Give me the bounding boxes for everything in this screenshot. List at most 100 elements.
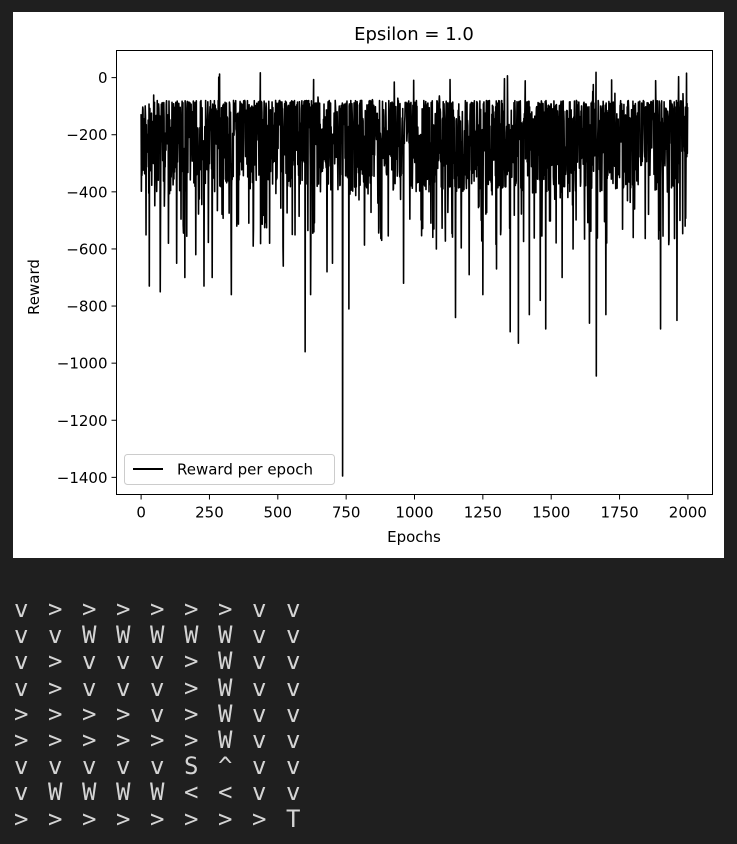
- grid-cell: v: [150, 752, 165, 781]
- grid-cell: v: [14, 673, 29, 702]
- grid-cell: v: [116, 647, 131, 676]
- grid-cell: v: [286, 778, 301, 807]
- grid-cell: v: [14, 647, 29, 676]
- grid-cell: >: [116, 804, 131, 833]
- x-tick-label: 1750: [600, 504, 638, 522]
- grid-cell: v: [150, 647, 165, 676]
- grid-cell: W: [218, 621, 233, 650]
- axes-frame: [116, 50, 713, 495]
- grid-cell: >: [150, 804, 165, 833]
- grid-row: v v v v v S ^ v v: [14, 753, 320, 779]
- grid-cell: W: [150, 778, 165, 807]
- x-tick-label: 250: [195, 504, 224, 522]
- grid-cell: v: [150, 673, 165, 702]
- grid-cell: W: [218, 725, 233, 754]
- grid-cell: W: [218, 673, 233, 702]
- grid-cell: v: [252, 595, 267, 623]
- y-tick-label: −800: [66, 298, 107, 316]
- y-tick-label: 0: [98, 69, 108, 87]
- y-tick-label: −600: [66, 240, 107, 258]
- grid-cell: >: [252, 804, 267, 833]
- grid-cell: v: [286, 621, 301, 650]
- grid-cell: v: [286, 673, 301, 702]
- y-axis-label: Reward: [25, 259, 43, 315]
- y-tick-label: −1000: [57, 355, 108, 373]
- grid-cell: >: [184, 804, 199, 833]
- legend-box: [124, 454, 335, 485]
- grid-cell: >: [48, 804, 63, 833]
- x-tick-label: 0: [136, 504, 146, 522]
- grid-cell: >: [150, 595, 165, 623]
- grid-cell: v: [252, 725, 267, 754]
- grid-cell: v: [252, 673, 267, 702]
- grid-cell: v: [286, 752, 301, 781]
- grid-cell: v: [252, 778, 267, 807]
- y-tick-label: −1400: [57, 469, 108, 487]
- grid-cell: >: [218, 804, 233, 833]
- y-tick-label: −400: [66, 183, 107, 201]
- x-axis-label: Epochs: [387, 528, 441, 546]
- plot-panel: Epsilon = 1.0 Epochs Reward 0 250 500 750 10…: [13, 12, 724, 558]
- grid-cell: v: [252, 647, 267, 676]
- grid-cell: W: [116, 621, 131, 650]
- x-tick-label: 500: [263, 504, 292, 522]
- legend: Reward per epoch: [124, 454, 335, 485]
- grid-cell: >: [82, 725, 97, 754]
- grid-cell: >: [184, 699, 199, 728]
- grid-cell: >: [116, 725, 131, 754]
- grid-cell: <: [184, 778, 199, 807]
- grid-cell: v: [286, 699, 301, 728]
- grid-cell: >: [184, 595, 199, 623]
- grid-cell: v: [286, 647, 301, 676]
- grid-cell: v: [286, 595, 301, 623]
- grid-cell: T: [286, 804, 301, 833]
- grid-cell: >: [82, 595, 97, 623]
- grid-cell: >: [116, 595, 131, 623]
- x-tick-label: 750: [332, 504, 361, 522]
- grid-cell: >: [150, 725, 165, 754]
- grid-cell: >: [48, 673, 63, 702]
- grid-cell: >: [116, 699, 131, 728]
- grid-cell: W: [150, 621, 165, 650]
- grid-cell: S: [184, 752, 199, 781]
- grid-cell: v: [14, 621, 29, 650]
- grid-cell: v: [82, 647, 97, 676]
- grid-cell: W: [184, 621, 199, 650]
- grid-cell: W: [82, 621, 97, 650]
- axis-ticks: 0 250 500 750 1000 1250 1500 1750 2000 0 −200 −400 −…: [57, 69, 707, 521]
- grid-cell: v: [14, 595, 29, 623]
- grid-cell: >: [48, 595, 63, 623]
- grid-cell: >: [82, 804, 97, 833]
- reward-chart: Epsilon = 1.0 Epochs Reward 0 250 500 750 10…: [25, 24, 713, 546]
- grid-cell: >: [218, 595, 233, 623]
- grid-cell: v: [150, 699, 165, 728]
- grid-cell: <: [218, 778, 233, 807]
- legend-label-reward-per-epoch: Reward per epoch: [177, 461, 313, 479]
- x-tick-label: 1500: [532, 504, 570, 522]
- y-tick-label: −200: [66, 126, 107, 144]
- grid-cell: >: [14, 699, 29, 728]
- grid-cell: >: [14, 804, 29, 833]
- grid-cell: v: [252, 621, 267, 650]
- y-tick-label: −1200: [57, 412, 108, 430]
- grid-cell: v: [252, 752, 267, 781]
- grid-cell: v: [14, 778, 29, 807]
- grid-cell: v: [82, 752, 97, 781]
- grid-cell: ^: [218, 752, 233, 781]
- grid-row: v > > > > > > v v: [14, 596, 320, 622]
- grid-cell: v: [48, 752, 63, 781]
- grid-cell: v: [286, 725, 301, 754]
- grid-cell: >: [48, 725, 63, 754]
- grid-cell: >: [48, 647, 63, 676]
- grid-row: v W W W W < < v v: [14, 779, 320, 805]
- grid-cell: W: [218, 699, 233, 728]
- chart-title: Epsilon = 1.0: [354, 24, 474, 45]
- grid-cell: >: [184, 725, 199, 754]
- grid-cell: >: [82, 699, 97, 728]
- series-layer: [140, 71, 689, 477]
- x-tick-label: 1250: [464, 504, 502, 522]
- grid-cell: >: [184, 673, 199, 702]
